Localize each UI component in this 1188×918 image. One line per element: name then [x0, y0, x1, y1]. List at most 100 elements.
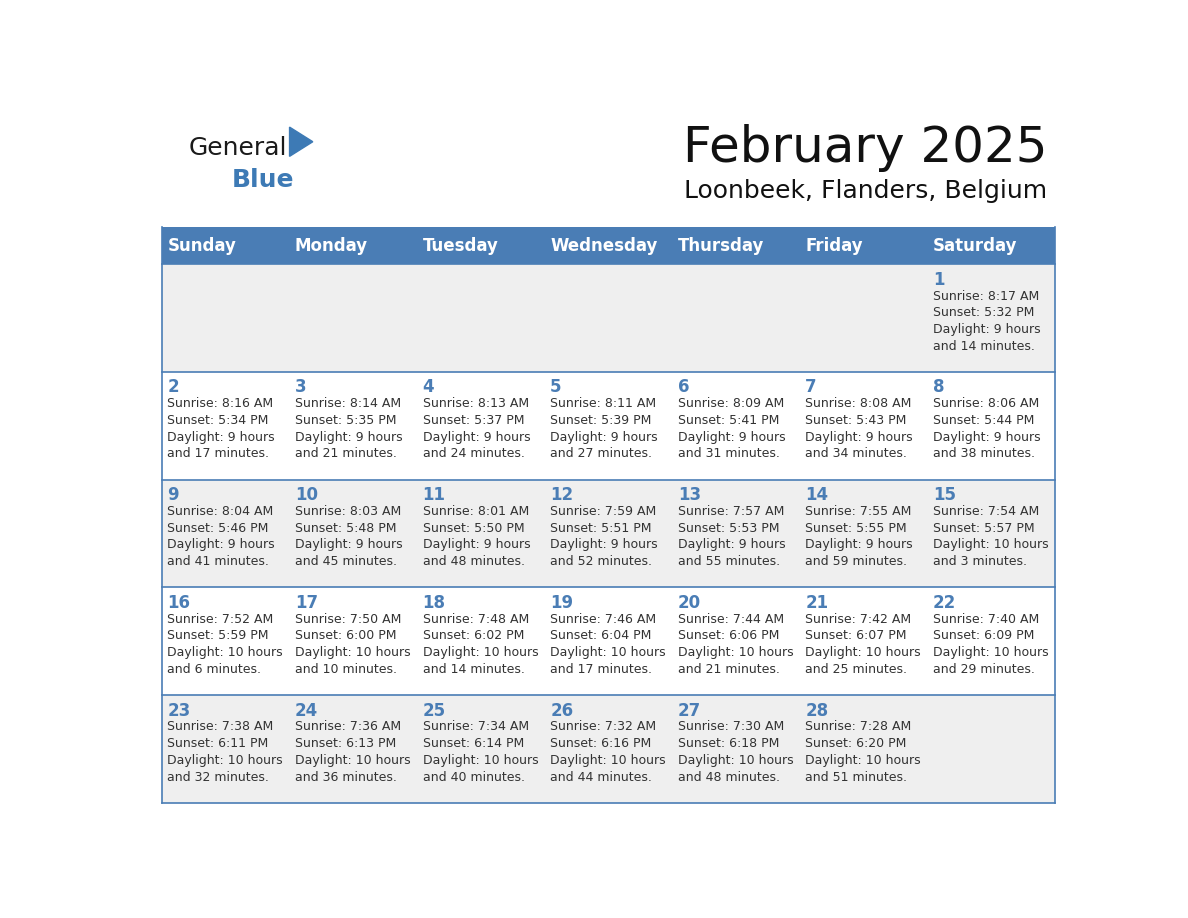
Text: Daylight: 10 hours: Daylight: 10 hours [550, 646, 665, 659]
Text: February 2025: February 2025 [683, 124, 1048, 172]
Text: 26: 26 [550, 701, 574, 720]
Text: Daylight: 10 hours: Daylight: 10 hours [805, 646, 921, 659]
Text: Sunrise: 8:06 AM: Sunrise: 8:06 AM [933, 397, 1040, 410]
Text: Sunrise: 7:54 AM: Sunrise: 7:54 AM [933, 505, 1040, 518]
Text: Daylight: 10 hours: Daylight: 10 hours [423, 646, 538, 659]
Text: 16: 16 [168, 594, 190, 612]
Text: Sunset: 5:46 PM: Sunset: 5:46 PM [168, 521, 268, 534]
Text: and 32 minutes.: and 32 minutes. [168, 770, 270, 784]
Text: 19: 19 [550, 594, 574, 612]
Text: and 14 minutes.: and 14 minutes. [933, 340, 1035, 353]
Text: 4: 4 [423, 378, 434, 397]
Text: Sunset: 5:41 PM: Sunset: 5:41 PM [677, 414, 779, 427]
Text: Sunday: Sunday [168, 237, 236, 254]
Text: 18: 18 [423, 594, 446, 612]
Text: and 51 minutes.: and 51 minutes. [805, 770, 908, 784]
Text: Tuesday: Tuesday [423, 237, 499, 254]
Text: Daylight: 10 hours: Daylight: 10 hours [168, 754, 283, 767]
Text: Sunset: 5:51 PM: Sunset: 5:51 PM [550, 521, 652, 534]
Text: Sunset: 5:59 PM: Sunset: 5:59 PM [168, 630, 268, 643]
Text: Daylight: 10 hours: Daylight: 10 hours [295, 754, 411, 767]
Text: 23: 23 [168, 701, 190, 720]
Text: and 55 minutes.: and 55 minutes. [677, 555, 779, 568]
Text: Sunrise: 8:14 AM: Sunrise: 8:14 AM [295, 397, 402, 410]
Text: Sunset: 6:02 PM: Sunset: 6:02 PM [423, 630, 524, 643]
Text: Daylight: 10 hours: Daylight: 10 hours [933, 646, 1049, 659]
Text: Sunset: 6:06 PM: Sunset: 6:06 PM [677, 630, 779, 643]
Text: 25: 25 [423, 701, 446, 720]
Text: Daylight: 9 hours: Daylight: 9 hours [295, 539, 403, 552]
Text: 13: 13 [677, 487, 701, 504]
Text: Sunset: 6:11 PM: Sunset: 6:11 PM [168, 737, 268, 750]
Text: Sunrise: 7:59 AM: Sunrise: 7:59 AM [550, 505, 657, 518]
Text: Daylight: 9 hours: Daylight: 9 hours [805, 431, 912, 443]
Text: Sunset: 5:57 PM: Sunset: 5:57 PM [933, 521, 1035, 534]
Text: and 34 minutes.: and 34 minutes. [805, 447, 908, 461]
Text: Daylight: 9 hours: Daylight: 9 hours [550, 539, 658, 552]
Text: Sunset: 5:32 PM: Sunset: 5:32 PM [933, 307, 1035, 319]
Text: Sunrise: 7:42 AM: Sunrise: 7:42 AM [805, 612, 911, 626]
Text: 6: 6 [677, 378, 689, 397]
Text: Daylight: 9 hours: Daylight: 9 hours [933, 431, 1041, 443]
Text: 9: 9 [168, 487, 179, 504]
Text: Sunrise: 8:17 AM: Sunrise: 8:17 AM [933, 289, 1040, 303]
Text: Sunrise: 7:34 AM: Sunrise: 7:34 AM [423, 721, 529, 733]
Text: and 27 minutes.: and 27 minutes. [550, 447, 652, 461]
Text: Friday: Friday [805, 237, 862, 254]
Text: and 48 minutes.: and 48 minutes. [677, 770, 779, 784]
Polygon shape [290, 127, 312, 156]
Text: Sunrise: 7:57 AM: Sunrise: 7:57 AM [677, 505, 784, 518]
Text: Sunrise: 7:28 AM: Sunrise: 7:28 AM [805, 721, 911, 733]
Text: Sunset: 5:50 PM: Sunset: 5:50 PM [423, 521, 524, 534]
Text: Daylight: 9 hours: Daylight: 9 hours [168, 431, 276, 443]
Bar [545, 227, 672, 264]
Text: and 14 minutes.: and 14 minutes. [423, 663, 524, 676]
Bar [163, 264, 1055, 372]
Text: Daylight: 10 hours: Daylight: 10 hours [805, 754, 921, 767]
Text: 15: 15 [933, 487, 956, 504]
Text: Sunset: 6:09 PM: Sunset: 6:09 PM [933, 630, 1035, 643]
Text: Sunrise: 8:09 AM: Sunrise: 8:09 AM [677, 397, 784, 410]
Text: Sunrise: 8:01 AM: Sunrise: 8:01 AM [423, 505, 529, 518]
Text: 3: 3 [295, 378, 307, 397]
Text: Thursday: Thursday [677, 237, 764, 254]
Text: and 17 minutes.: and 17 minutes. [550, 663, 652, 676]
Text: Sunset: 5:55 PM: Sunset: 5:55 PM [805, 521, 906, 534]
Text: 27: 27 [677, 701, 701, 720]
Text: and 10 minutes.: and 10 minutes. [295, 663, 397, 676]
Text: 10: 10 [295, 487, 318, 504]
Text: Sunrise: 7:32 AM: Sunrise: 7:32 AM [550, 721, 656, 733]
Text: 1: 1 [933, 271, 944, 288]
Text: Sunset: 6:16 PM: Sunset: 6:16 PM [550, 737, 651, 750]
Text: 7: 7 [805, 378, 817, 397]
Text: Sunset: 6:13 PM: Sunset: 6:13 PM [295, 737, 397, 750]
Text: and 25 minutes.: and 25 minutes. [805, 663, 908, 676]
Text: and 21 minutes.: and 21 minutes. [677, 663, 779, 676]
Text: Sunset: 6:00 PM: Sunset: 6:00 PM [295, 630, 397, 643]
Bar [163, 372, 1055, 480]
Text: Sunrise: 7:40 AM: Sunrise: 7:40 AM [933, 612, 1040, 626]
Text: and 21 minutes.: and 21 minutes. [295, 447, 397, 461]
Text: Saturday: Saturday [933, 237, 1017, 254]
Text: 8: 8 [933, 378, 944, 397]
Text: Daylight: 9 hours: Daylight: 9 hours [168, 539, 276, 552]
Text: Sunset: 6:04 PM: Sunset: 6:04 PM [550, 630, 651, 643]
Text: Daylight: 10 hours: Daylight: 10 hours [677, 754, 794, 767]
Text: 2: 2 [168, 378, 179, 397]
Text: and 6 minutes.: and 6 minutes. [168, 663, 261, 676]
Text: and 41 minutes.: and 41 minutes. [168, 555, 270, 568]
Text: Sunset: 5:43 PM: Sunset: 5:43 PM [805, 414, 906, 427]
Bar [417, 227, 545, 264]
Text: Sunrise: 8:13 AM: Sunrise: 8:13 AM [423, 397, 529, 410]
Text: Daylight: 10 hours: Daylight: 10 hours [933, 539, 1049, 552]
Text: Sunset: 6:20 PM: Sunset: 6:20 PM [805, 737, 906, 750]
Text: 12: 12 [550, 487, 574, 504]
Text: Sunrise: 8:16 AM: Sunrise: 8:16 AM [168, 397, 273, 410]
Text: 21: 21 [805, 594, 828, 612]
Text: Sunset: 6:14 PM: Sunset: 6:14 PM [423, 737, 524, 750]
Text: Sunrise: 7:55 AM: Sunrise: 7:55 AM [805, 505, 911, 518]
Text: and 17 minutes.: and 17 minutes. [168, 447, 270, 461]
Text: Sunrise: 7:44 AM: Sunrise: 7:44 AM [677, 612, 784, 626]
Text: Sunrise: 7:38 AM: Sunrise: 7:38 AM [168, 721, 273, 733]
Text: Sunrise: 8:04 AM: Sunrise: 8:04 AM [168, 505, 273, 518]
